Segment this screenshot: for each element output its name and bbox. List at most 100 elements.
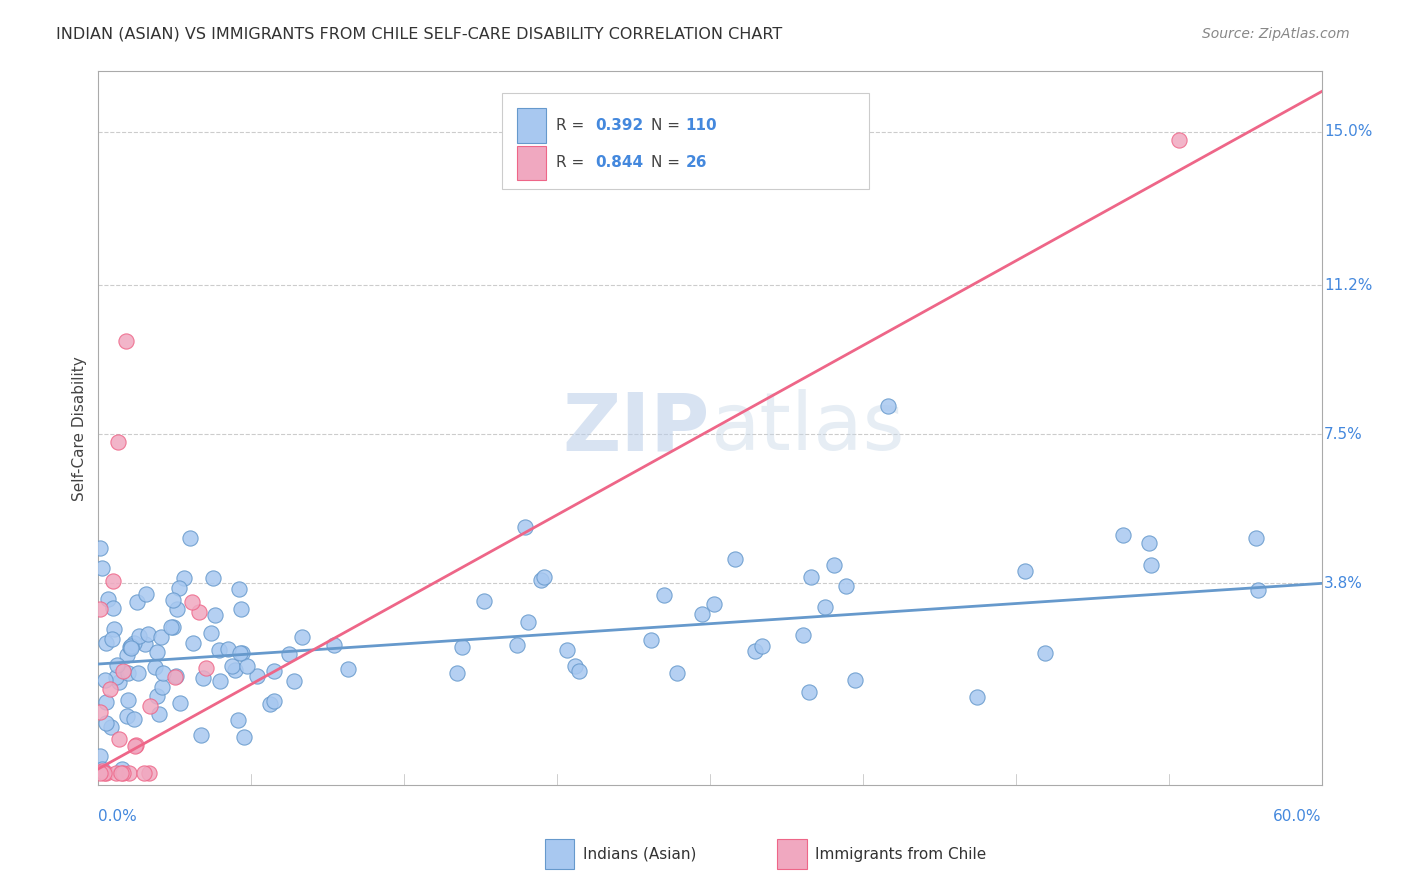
Point xyxy=(690,607,713,622)
Text: Immigrants from Chile: Immigrants from Chile xyxy=(815,847,987,862)
Point xyxy=(564,658,586,673)
Point xyxy=(94,695,117,709)
Point xyxy=(138,765,160,780)
Point xyxy=(173,571,195,585)
Point xyxy=(125,594,148,608)
Point xyxy=(226,713,249,727)
Point xyxy=(105,670,128,684)
Point xyxy=(111,762,134,776)
Point xyxy=(568,664,591,678)
Point xyxy=(120,641,142,656)
Point xyxy=(89,749,111,764)
Point xyxy=(105,658,128,673)
Point xyxy=(101,601,124,615)
Point xyxy=(200,626,222,640)
Point xyxy=(1033,646,1056,660)
Point xyxy=(472,594,495,608)
Point xyxy=(823,558,845,573)
Bar xyxy=(517,145,546,180)
Point xyxy=(91,560,114,574)
Text: Indians (Asian): Indians (Asian) xyxy=(583,847,696,862)
Point xyxy=(143,660,166,674)
Point xyxy=(108,732,131,747)
Point xyxy=(148,707,170,722)
Point xyxy=(1167,133,1189,147)
Point xyxy=(1244,531,1267,545)
Point xyxy=(89,706,111,720)
Text: INDIAN (ASIAN) VS IMMIGRANTS FROM CHILE SELF-CARE DISABILITY CORRELATION CHART: INDIAN (ASIAN) VS IMMIGRANTS FROM CHILE … xyxy=(56,27,783,42)
Text: 15.0%: 15.0% xyxy=(1324,124,1372,139)
Bar xyxy=(517,109,546,143)
Point xyxy=(744,644,766,658)
Point xyxy=(110,765,132,780)
Point xyxy=(451,640,474,655)
Text: Source: ZipAtlas.com: Source: ZipAtlas.com xyxy=(1202,27,1350,41)
Point xyxy=(665,666,688,681)
Point xyxy=(800,570,823,584)
Point xyxy=(101,574,124,588)
Point xyxy=(533,570,555,584)
FancyBboxPatch shape xyxy=(502,93,869,189)
Point xyxy=(180,594,202,608)
Bar xyxy=(546,839,574,869)
Point xyxy=(97,591,120,606)
Text: 0.392: 0.392 xyxy=(595,118,644,133)
Point xyxy=(181,636,204,650)
Point xyxy=(703,597,725,611)
Point xyxy=(217,642,239,657)
Point xyxy=(98,681,121,696)
Point xyxy=(134,637,156,651)
Point xyxy=(204,607,226,622)
Text: 3.8%: 3.8% xyxy=(1324,576,1362,591)
Point xyxy=(89,541,111,555)
Point xyxy=(224,663,246,677)
Point xyxy=(167,582,190,596)
Point xyxy=(792,628,814,642)
Text: 11.2%: 11.2% xyxy=(1324,277,1372,293)
Point xyxy=(259,698,281,712)
Point xyxy=(115,709,138,723)
Point xyxy=(263,694,285,708)
Point xyxy=(221,659,243,673)
Point xyxy=(122,636,145,650)
Point xyxy=(229,646,252,660)
Point xyxy=(93,765,115,780)
Point xyxy=(96,636,118,650)
Point xyxy=(322,638,344,652)
Y-axis label: Self-Care Disability: Self-Care Disability xyxy=(72,356,87,500)
Point xyxy=(1112,528,1135,542)
Point xyxy=(724,552,747,566)
Point xyxy=(146,645,169,659)
Point xyxy=(1247,582,1270,597)
Point xyxy=(835,579,858,593)
Point xyxy=(263,664,285,678)
Point xyxy=(236,659,259,673)
Point xyxy=(1014,564,1036,578)
Point xyxy=(107,435,129,450)
Point xyxy=(89,765,111,780)
Point xyxy=(557,643,579,657)
Point xyxy=(146,689,169,703)
Text: R =: R = xyxy=(555,118,589,133)
Point xyxy=(515,520,537,534)
Point xyxy=(246,669,269,683)
Point xyxy=(115,648,138,663)
Point xyxy=(94,715,117,730)
Point xyxy=(89,601,111,615)
Point xyxy=(530,573,553,587)
Text: 7.5%: 7.5% xyxy=(1324,426,1362,442)
Point xyxy=(195,661,218,675)
Point xyxy=(190,728,212,742)
Point xyxy=(277,647,299,661)
Point xyxy=(115,334,138,349)
Point xyxy=(128,630,150,644)
Point xyxy=(232,730,254,744)
Point xyxy=(124,738,146,752)
Point xyxy=(844,673,866,688)
Point xyxy=(797,684,820,698)
Point xyxy=(101,632,124,647)
Point xyxy=(103,622,125,636)
Point xyxy=(96,765,118,780)
Point xyxy=(90,764,112,779)
Point xyxy=(814,600,837,615)
